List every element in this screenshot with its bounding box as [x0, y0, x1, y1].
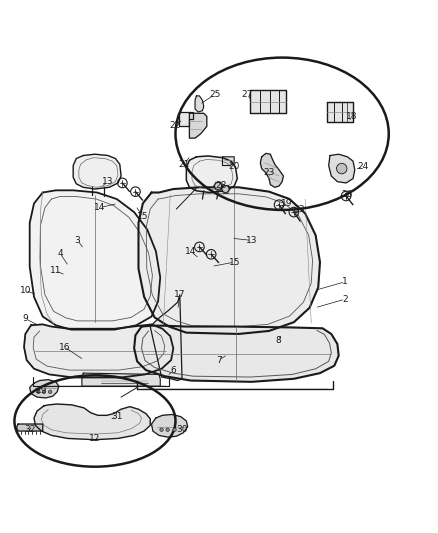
Polygon shape [251, 90, 286, 114]
Circle shape [48, 390, 52, 393]
Text: 9: 9 [22, 314, 28, 323]
Text: 23: 23 [263, 168, 275, 177]
Text: 13: 13 [246, 236, 258, 245]
Polygon shape [195, 96, 204, 112]
Text: 2: 2 [343, 295, 348, 304]
Text: 27: 27 [242, 90, 253, 99]
Text: 14: 14 [94, 203, 105, 212]
Polygon shape [152, 415, 187, 437]
Text: 8: 8 [275, 336, 281, 345]
Text: 24: 24 [357, 162, 368, 171]
Text: 33: 33 [294, 205, 305, 214]
Text: 6: 6 [170, 367, 176, 375]
Polygon shape [150, 295, 182, 381]
Circle shape [215, 182, 222, 189]
Polygon shape [138, 187, 320, 334]
Circle shape [166, 428, 170, 431]
Text: 3: 3 [74, 236, 81, 245]
Text: 15: 15 [229, 257, 240, 266]
Text: 10: 10 [20, 286, 31, 295]
Text: 11: 11 [50, 266, 62, 276]
Text: 14: 14 [185, 247, 196, 256]
Text: 26: 26 [342, 190, 353, 199]
Polygon shape [260, 154, 283, 187]
Circle shape [336, 163, 347, 174]
Text: 32: 32 [24, 425, 35, 434]
Text: 19: 19 [281, 199, 292, 208]
Text: 16: 16 [59, 343, 70, 352]
Text: 30: 30 [176, 425, 188, 434]
Polygon shape [73, 154, 121, 189]
Polygon shape [327, 102, 353, 122]
Text: 21: 21 [179, 160, 190, 169]
Circle shape [173, 428, 177, 431]
Polygon shape [34, 404, 150, 440]
Polygon shape [30, 379, 59, 398]
Polygon shape [223, 157, 234, 166]
Polygon shape [179, 112, 193, 126]
Polygon shape [30, 190, 160, 329]
Text: 20: 20 [229, 162, 240, 171]
Polygon shape [24, 325, 173, 377]
Circle shape [160, 428, 163, 431]
Text: 17: 17 [174, 290, 186, 300]
Text: 31: 31 [111, 412, 123, 421]
Polygon shape [189, 114, 207, 138]
Text: 28: 28 [215, 181, 227, 190]
Circle shape [42, 390, 46, 393]
Polygon shape [82, 373, 160, 386]
Text: 18: 18 [346, 112, 357, 121]
Text: 4: 4 [57, 249, 63, 258]
Polygon shape [134, 326, 339, 382]
Circle shape [37, 390, 40, 393]
Text: 25: 25 [209, 90, 220, 99]
Polygon shape [186, 156, 237, 192]
Text: 13: 13 [102, 177, 114, 186]
Circle shape [222, 185, 229, 192]
Text: 15: 15 [137, 212, 148, 221]
Text: 1: 1 [343, 277, 348, 286]
Polygon shape [328, 154, 355, 183]
Polygon shape [17, 424, 43, 431]
Text: 29: 29 [35, 386, 46, 395]
Text: 7: 7 [216, 356, 222, 365]
Text: 12: 12 [89, 434, 101, 443]
Text: 22: 22 [170, 120, 181, 130]
